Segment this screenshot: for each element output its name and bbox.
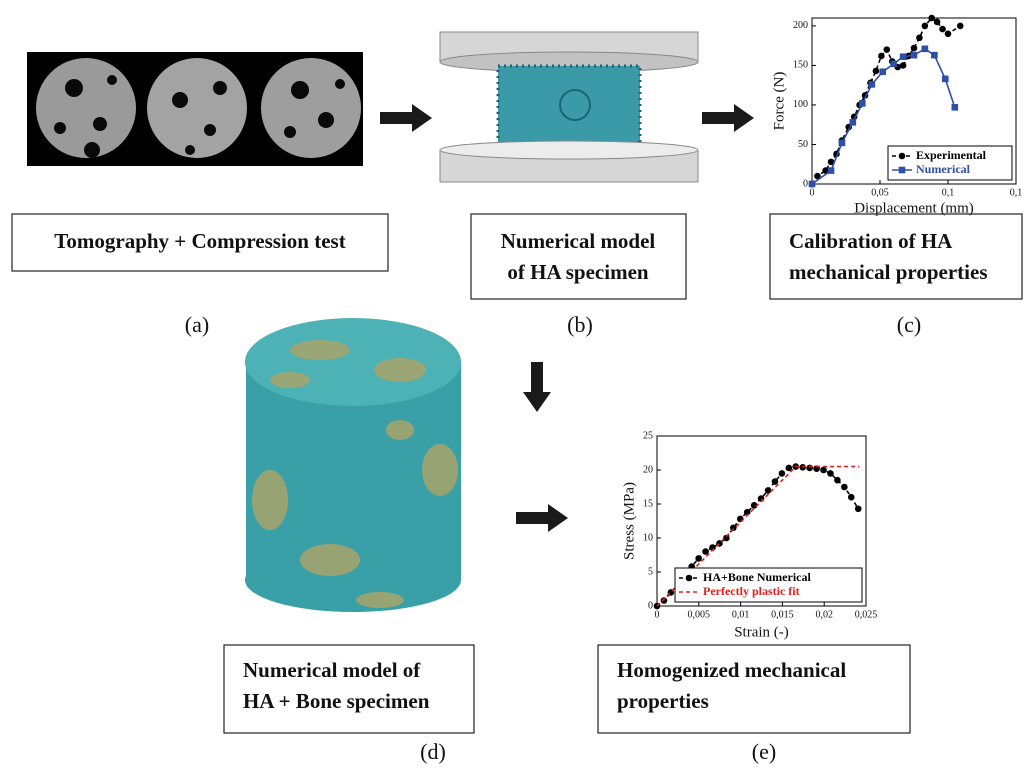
y-axis-label: Stress (MPa) [621, 482, 637, 560]
data-point [900, 53, 907, 60]
data-point [957, 23, 964, 30]
caption-line: HA + Bone specimen [243, 689, 430, 713]
legend-label: HA+Bone Numerical [703, 570, 811, 584]
data-point [879, 68, 886, 75]
x-tick-label: 0,05 [871, 187, 889, 198]
y-tick-label: 15 [643, 498, 653, 509]
data-point [827, 470, 834, 477]
x-tick-label: 0 [655, 609, 660, 620]
y-tick-label: 100 [793, 99, 808, 110]
x-tick-label: 0,005 [688, 609, 711, 620]
caption-line: Numerical model [501, 229, 656, 253]
caption-box [770, 214, 1022, 299]
caption-line: Calibration of HA [789, 229, 953, 253]
data-point [828, 167, 835, 174]
caption-line: properties [617, 689, 709, 713]
data-point [928, 15, 935, 22]
data-point [939, 26, 946, 33]
data-point [890, 61, 897, 68]
data-point [922, 23, 929, 30]
panel-label: (d) [420, 739, 446, 764]
caption-line: of HA specimen [507, 260, 648, 284]
data-point [695, 555, 702, 562]
x-tick-label: 0,1 [942, 187, 955, 198]
data-point [952, 104, 959, 111]
data-point [934, 19, 941, 26]
data-point [900, 62, 907, 69]
ha-bone-specimen-model [245, 318, 461, 612]
data-point [945, 31, 952, 38]
panel-label: (b) [567, 312, 593, 337]
panel-label: (c) [897, 312, 921, 337]
y-tick-label: 50 [798, 139, 808, 150]
data-point [806, 465, 813, 472]
data-point [911, 45, 918, 52]
data-point [848, 494, 855, 501]
y-axis-label: Force (N) [771, 72, 787, 131]
data-point [779, 470, 786, 477]
data-point [916, 34, 923, 41]
x-tick-label: 0,1 [1010, 187, 1023, 198]
data-point [809, 181, 816, 188]
data-point [841, 484, 848, 491]
x-tick-label: 0,015 [771, 609, 794, 620]
x-tick-label: 0 [810, 187, 815, 198]
y-tick-label: 0 [803, 178, 808, 189]
legend-label: Experimental [916, 148, 987, 162]
data-point [855, 505, 862, 512]
ha-specimen-model [440, 32, 698, 182]
y-tick-label: 200 [793, 20, 808, 31]
y-tick-label: 20 [643, 464, 653, 475]
x-tick-label: 0,025 [855, 609, 878, 620]
data-point [765, 487, 772, 494]
data-point [942, 76, 949, 83]
x-tick-label: 0,01 [732, 609, 750, 620]
data-point [850, 119, 857, 126]
x-axis-label: Strain (-) [734, 624, 789, 640]
tomography-image [27, 52, 363, 166]
data-point [922, 46, 929, 53]
data-point [931, 52, 938, 59]
data-point [859, 100, 866, 107]
legend-label: Perfectly plastic fit [703, 584, 800, 598]
data-point [839, 140, 846, 147]
panel-label: (a) [185, 312, 209, 337]
caption-line: Tomography + Compression test [54, 229, 345, 253]
data-point [834, 477, 841, 484]
legend-label: Numerical [916, 162, 971, 176]
panel-label: (e) [752, 739, 776, 764]
data-point [873, 68, 880, 75]
caption-line: Numerical model of [243, 658, 421, 682]
y-tick-label: 150 [793, 60, 808, 71]
data-point [884, 46, 891, 53]
y-tick-label: 5 [648, 566, 653, 577]
legend-marker [686, 575, 693, 582]
data-point [878, 53, 885, 60]
caption-line: mechanical properties [789, 260, 988, 284]
y-tick-label: 0 [648, 600, 653, 611]
legend-marker [899, 167, 906, 174]
data-point [911, 52, 918, 59]
legend-marker [899, 153, 906, 160]
y-tick-label: 10 [643, 532, 653, 543]
figure: Tomography + Compression test (a) Numerica… [0, 0, 1024, 769]
x-axis-label: Displacement (mm) [854, 200, 974, 216]
data-point [820, 467, 827, 474]
data-point [772, 478, 779, 485]
data-point [869, 81, 876, 88]
caption-line: Homogenized mechanical [617, 658, 846, 682]
x-tick-label: 0,02 [815, 609, 833, 620]
caption-box [471, 214, 686, 299]
y-tick-label: 25 [643, 430, 653, 441]
